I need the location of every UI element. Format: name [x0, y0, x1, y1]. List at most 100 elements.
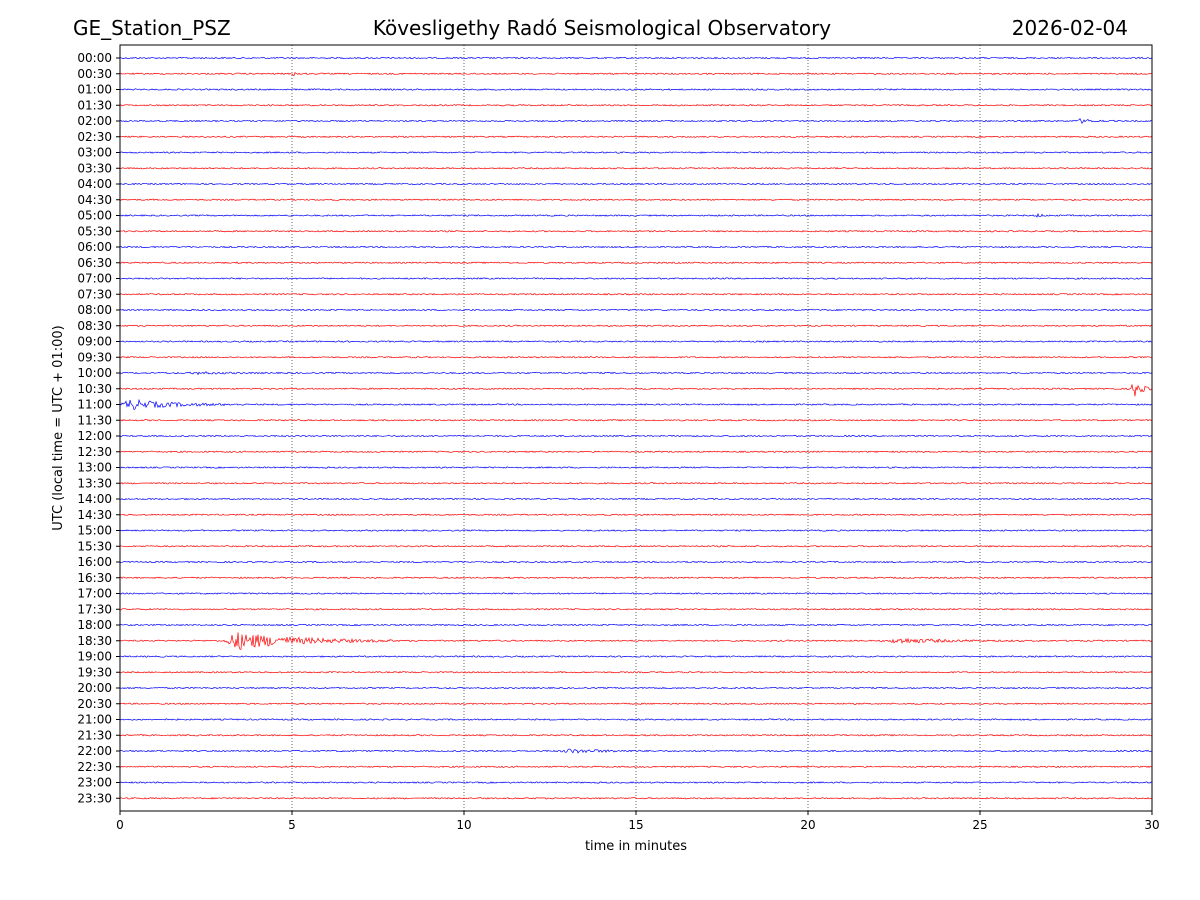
y-tick-label: 22:00: [77, 744, 112, 758]
trace-18:00: [119, 623, 1153, 627]
y-tick-label: 13:00: [77, 461, 112, 475]
trace-19:00: [119, 655, 1153, 658]
trace-15:30: [119, 544, 1153, 548]
trace-23:30: [119, 796, 1153, 800]
y-tick-label: 11:30: [77, 413, 112, 427]
y-tick-label: 21:00: [77, 713, 112, 727]
trace-03:30: [119, 166, 1153, 170]
trace-09:30: [119, 355, 1153, 359]
y-tick-label: 00:00: [77, 51, 112, 65]
trace-14:00: [119, 497, 1153, 501]
x-axis-ticks: 0 5 10 15 20 25 30: [116, 811, 1160, 832]
trace-02:00: [119, 117, 1153, 124]
y-tick-label: 20:00: [77, 681, 112, 695]
y-tick-label: 03:00: [77, 146, 112, 160]
trace-11:00: [119, 398, 1153, 410]
y-tick-label: 10:30: [77, 382, 112, 396]
y-tick-label: 07:30: [77, 287, 112, 301]
trace-20:30: [119, 702, 1153, 706]
trace-13:30: [119, 481, 1153, 485]
y-tick-label: 17:00: [77, 587, 112, 601]
y-tick-label: 17:30: [77, 602, 112, 616]
observatory-title: Kövesligethy Radó Seismological Observat…: [373, 16, 831, 40]
x-axis-label: time in minutes: [585, 839, 687, 854]
x-tick-label: 10: [456, 818, 471, 832]
y-tick-label: 18:30: [77, 634, 112, 648]
trace-22:00: [119, 748, 1153, 754]
y-tick-label: 07:00: [77, 272, 112, 286]
y-tick-label: 01:30: [77, 98, 112, 112]
date-title: 2026-02-04: [1012, 16, 1128, 40]
y-tick-label: 01:00: [77, 83, 112, 97]
trace-14:30: [119, 513, 1153, 516]
y-tick-label: 04:30: [77, 193, 112, 207]
y-tick-label: 19:00: [77, 650, 112, 664]
y-tick-label: 09:00: [77, 335, 112, 349]
y-tick-label: 05:00: [77, 209, 112, 223]
y-tick-label: 13:30: [77, 476, 112, 490]
y-tick-label: 12:00: [77, 429, 112, 443]
trace-16:00: [119, 560, 1153, 564]
trace-12:30: [119, 450, 1153, 453]
trace-17:00: [119, 592, 1153, 595]
trace-01:00: [119, 88, 1153, 91]
trace-12:00: [119, 434, 1153, 438]
trace-06:30: [119, 261, 1153, 265]
y-tick-label: 02:00: [77, 114, 112, 128]
trace-00:00: [119, 56, 1153, 60]
y-tick-label: 23:30: [77, 791, 112, 805]
station-title: GE_Station_PSZ: [73, 16, 231, 40]
trace-11:30: [119, 419, 1153, 422]
trace-09:00: [119, 340, 1153, 343]
trace-21:30: [119, 734, 1153, 737]
x-tick-label: 30: [1144, 818, 1159, 832]
trace-22:30: [119, 765, 1153, 768]
x-tick-label: 0: [116, 818, 124, 832]
y-tick-label: 23:00: [77, 776, 112, 790]
trace-06:00: [119, 245, 1153, 249]
y-tick-label: 08:30: [77, 319, 112, 333]
vertical-gridlines: [291, 45, 981, 811]
trace-10:00: [119, 371, 1153, 376]
trace-19:30: [119, 670, 1153, 674]
y-tick-label: 06:00: [77, 240, 112, 254]
y-tick-label: 09:30: [77, 350, 112, 364]
trace-17:30: [119, 608, 1153, 611]
trace-08:30: [119, 324, 1153, 328]
trace-07:30: [119, 293, 1153, 296]
y-tick-label: 16:30: [77, 571, 112, 585]
seismic-traces: [119, 56, 1153, 800]
trace-21:00: [119, 718, 1153, 721]
y-tick-label: 05:30: [77, 224, 112, 238]
y-tick-label: 00:30: [77, 67, 112, 81]
y-tick-label: 15:30: [77, 539, 112, 553]
x-tick-label: 5: [288, 818, 296, 832]
y-tick-label: 20:30: [77, 697, 112, 711]
trace-08:00: [119, 308, 1153, 312]
trace-05:00: [119, 212, 1153, 218]
x-tick-label: 20: [800, 818, 815, 832]
y-tick-label: 11:00: [77, 398, 112, 412]
trace-03:00: [119, 151, 1153, 154]
trace-13:00: [119, 466, 1153, 469]
y-tick-label: 14:00: [77, 492, 112, 506]
trace-04:00: [119, 182, 1153, 186]
y-tick-label: 06:30: [77, 256, 112, 270]
y-tick-label: 18:00: [77, 618, 112, 632]
y-tick-label: 08:00: [77, 303, 112, 317]
y-tick-label: 02:30: [77, 130, 112, 144]
trace-07:00: [119, 277, 1153, 280]
trace-01:30: [119, 104, 1153, 107]
y-tick-label: 14:30: [77, 508, 112, 522]
trace-18:30: [119, 632, 1153, 650]
x-tick-label: 15: [628, 818, 643, 832]
trace-15:00: [119, 529, 1153, 532]
trace-20:00: [119, 686, 1153, 690]
trace-00:30: [119, 71, 1153, 77]
y-tick-label: 03:30: [77, 161, 112, 175]
trace-04:30: [119, 198, 1153, 201]
trace-10:30: [119, 384, 1153, 397]
y-tick-label: 19:30: [77, 665, 112, 679]
trace-05:30: [119, 229, 1153, 233]
